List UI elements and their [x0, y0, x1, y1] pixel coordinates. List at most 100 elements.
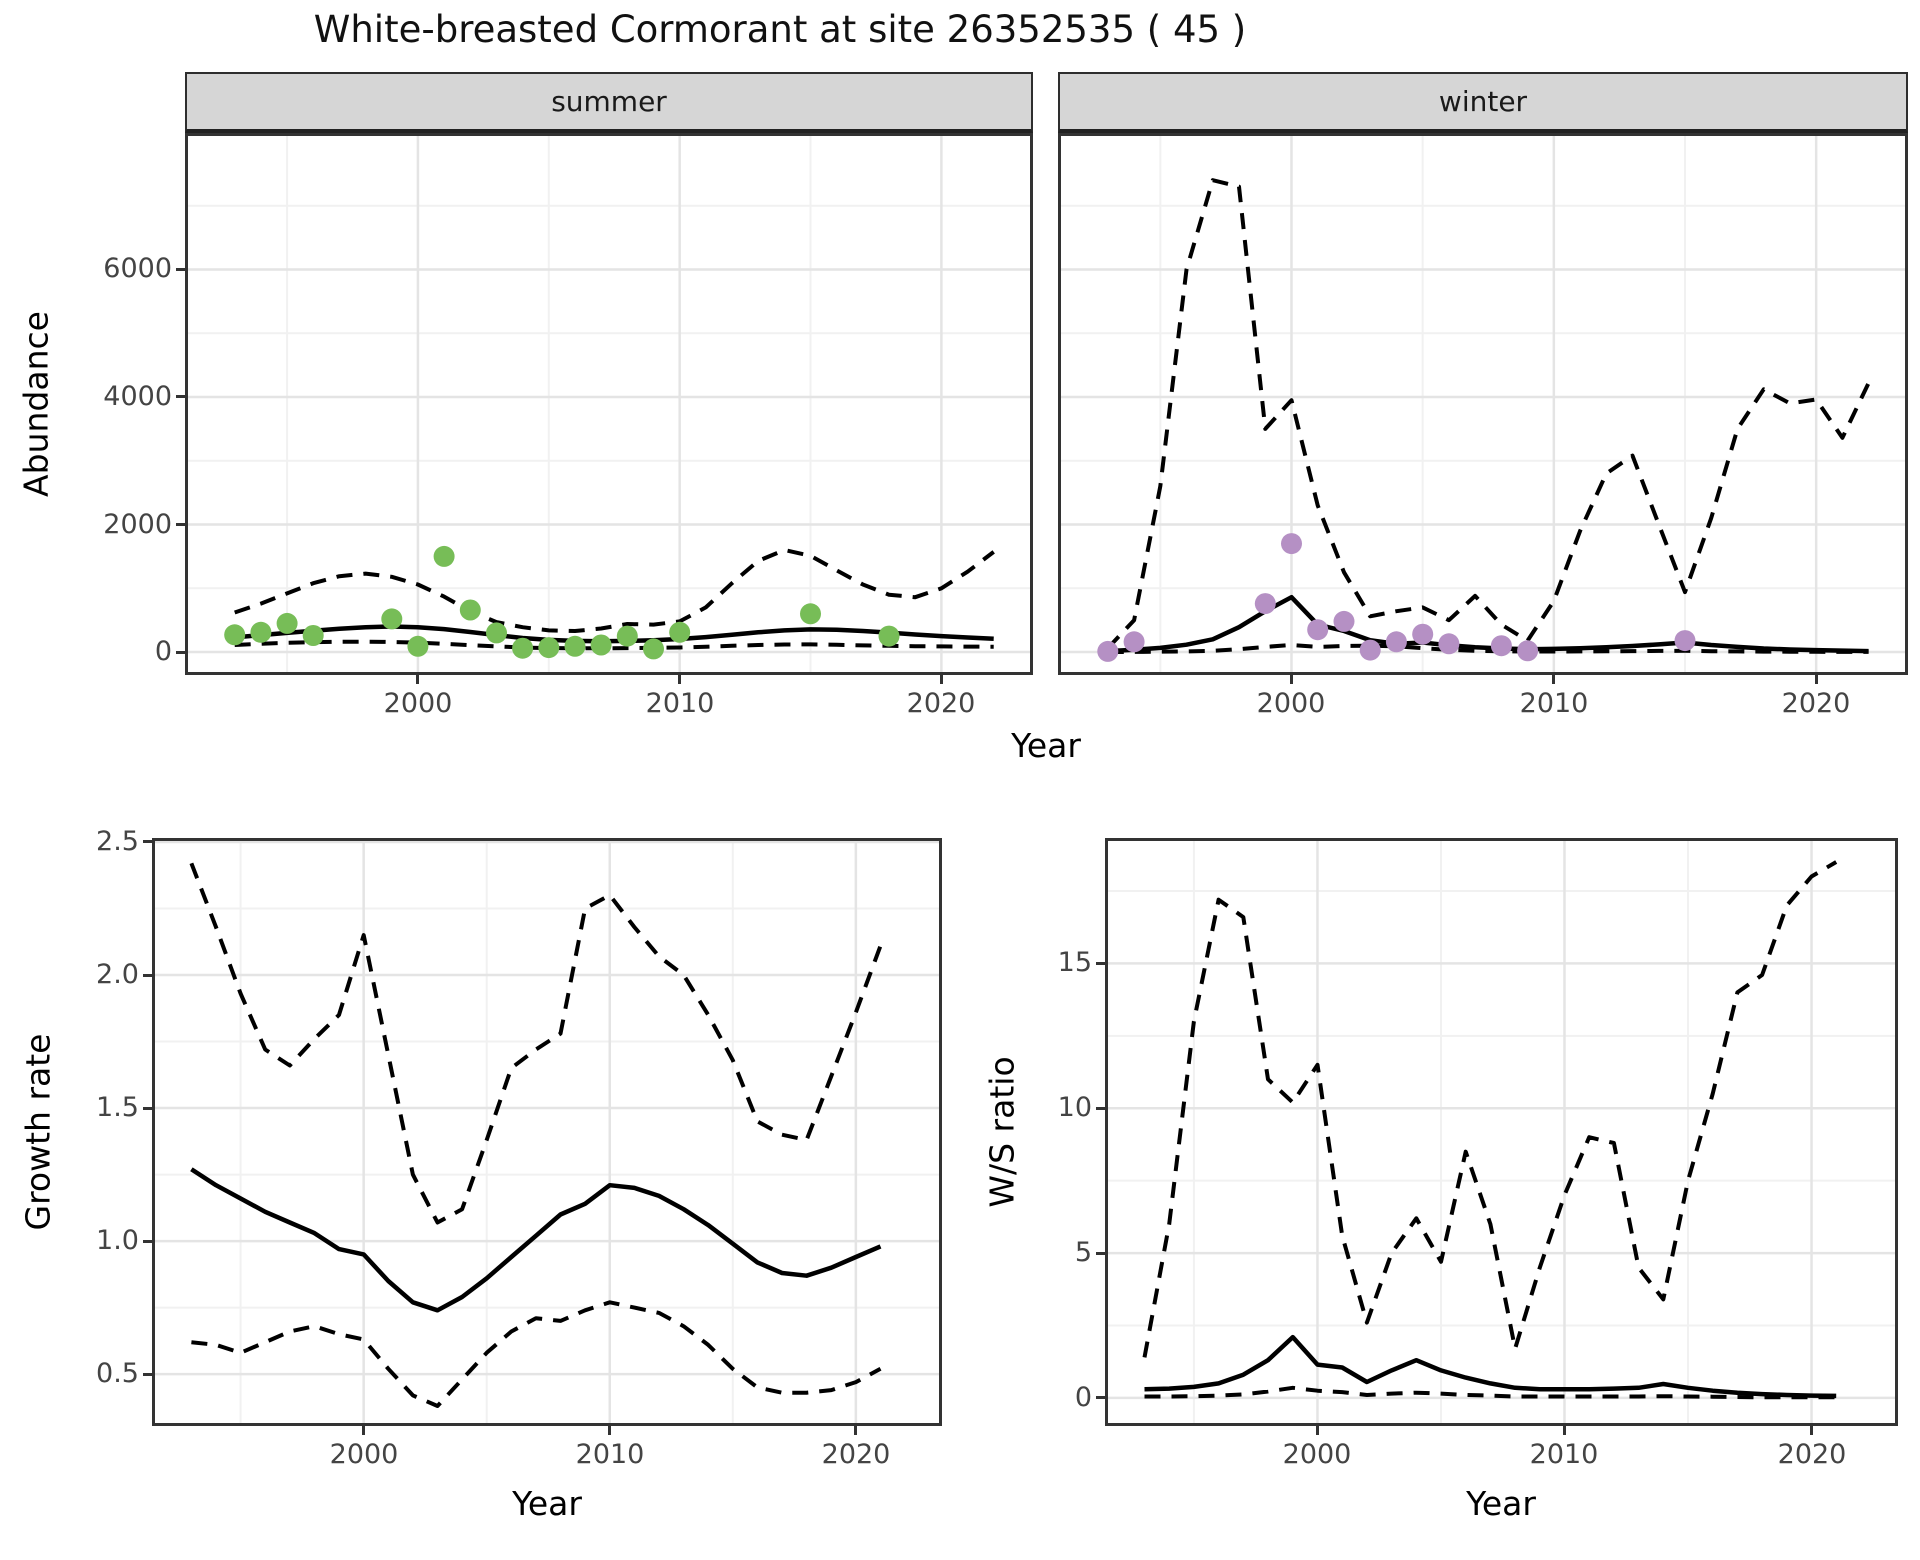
y-tick-label: 10	[1057, 1092, 1092, 1123]
x-tick-label: 2000	[383, 688, 453, 719]
x-tick-label: 2000	[329, 1439, 399, 1470]
x-tick-mark	[1815, 675, 1818, 684]
y-tick-mark	[1096, 1252, 1105, 1255]
x-tick-mark	[940, 675, 943, 684]
y-tick-mark	[176, 268, 185, 271]
fit-line	[1107, 594, 1869, 654]
y-tick-label: 2000	[103, 509, 172, 540]
y-tick-label: 6000	[103, 253, 172, 284]
summer-point	[878, 625, 900, 647]
summer-point	[800, 603, 821, 625]
x-tick-label: 2010	[1519, 688, 1589, 719]
fit-line	[1144, 1334, 1837, 1399]
gridlines-major	[152, 838, 942, 1426]
x-axis-title-year-growth: Year	[512, 1484, 582, 1523]
y-tick-label: 4000	[103, 381, 172, 412]
y-tick-mark	[143, 840, 152, 843]
x-tick-mark	[678, 675, 681, 684]
summer-point	[616, 625, 638, 647]
abundance-summer-panel	[185, 133, 1033, 675]
y-tick-mark	[1096, 962, 1105, 965]
summer-point	[643, 638, 664, 660]
x-axis-title-year-top: Year	[1011, 726, 1081, 765]
summer-point	[250, 621, 272, 643]
panel-border	[152, 838, 942, 1426]
facet-strip-winter: winter	[1058, 72, 1908, 133]
y-tick-label: 1.5	[96, 1092, 139, 1123]
x-tick-mark	[1810, 1426, 1813, 1435]
winter-point	[1307, 619, 1329, 641]
gridlines-minor	[1105, 838, 1898, 1426]
facet-label-summer: summer	[551, 85, 667, 118]
gridlines-major	[185, 133, 1033, 675]
x-tick-mark	[416, 675, 419, 684]
y-tick-mark	[176, 523, 185, 526]
winter-point	[1254, 593, 1276, 615]
summer-point	[512, 637, 534, 659]
y-axis-title-abundance: Abundance	[16, 311, 56, 497]
y-tick-label: 2.0	[96, 959, 139, 990]
winter-point	[1385, 631, 1407, 653]
x-tick-label: 2020	[821, 1439, 891, 1470]
y-tick-label: 1.0	[96, 1225, 139, 1256]
y-tick-mark	[143, 1107, 152, 1110]
panel-border	[1105, 838, 1898, 1426]
summer-point	[564, 635, 586, 657]
x-axis-title-year-ws: Year	[1466, 1484, 1536, 1523]
winter-point	[1359, 639, 1381, 661]
x-tick-label: 2020	[1777, 1439, 1847, 1470]
abundance-winter-panel	[1058, 133, 1908, 675]
growth-rate-panel	[152, 838, 942, 1426]
ci-lower-line	[1144, 1385, 1837, 1400]
summer-point	[459, 599, 481, 621]
summer-point	[302, 625, 324, 646]
gridlines-minor	[185, 133, 1033, 675]
x-tick-label: 2000	[1256, 688, 1326, 719]
summer-point	[669, 621, 691, 643]
x-tick-label: 2020	[1781, 688, 1851, 719]
y-tick-label: 5	[1074, 1237, 1092, 1268]
ws-ratio-panel	[1105, 838, 1898, 1426]
summer-point	[538, 637, 560, 659]
x-tick-label: 2010	[1529, 1439, 1599, 1470]
summer-point	[433, 545, 455, 567]
ci-upper-line	[234, 548, 995, 633]
fit-line	[190, 1167, 882, 1313]
ci-upper-line	[189, 862, 883, 1225]
winter-point	[1123, 631, 1145, 653]
panel-border	[1058, 133, 1908, 675]
y-tick-label: 15	[1057, 947, 1092, 978]
x-tick-mark	[1316, 1426, 1319, 1435]
y-tick-mark	[176, 651, 185, 654]
observation-points	[224, 545, 900, 660]
y-tick-mark	[1096, 1107, 1105, 1110]
ci-lower-line	[1107, 643, 1869, 654]
x-tick-mark	[1290, 675, 1293, 684]
y-tick-mark	[176, 395, 185, 398]
winter-point	[1490, 635, 1512, 657]
y-tick-label: 0	[1074, 1382, 1092, 1413]
gridlines-major	[1105, 838, 1898, 1426]
x-tick-mark	[1563, 1426, 1566, 1435]
x-tick-mark	[1552, 675, 1555, 684]
ci-lower-line	[191, 1300, 882, 1408]
y-axis-title-ws-ratio: W/S ratio	[982, 1056, 1022, 1208]
facet-strip-summer: summer	[185, 72, 1033, 133]
winter-point	[1517, 640, 1539, 662]
y-tick-mark	[143, 1240, 152, 1243]
winter-point	[1674, 630, 1696, 652]
summer-point	[224, 624, 246, 646]
winter-point	[1281, 533, 1302, 555]
winter-point	[1333, 610, 1355, 632]
y-tick-mark	[1096, 1396, 1105, 1399]
summer-point	[407, 635, 429, 657]
ci-lower-line	[234, 639, 994, 651]
x-tick-label: 2000	[1282, 1439, 1352, 1470]
x-tick-label: 2010	[575, 1439, 645, 1470]
ci-upper-line	[1142, 860, 1838, 1358]
panel-border	[185, 133, 1033, 675]
fit-line	[234, 624, 994, 644]
y-tick-mark	[143, 974, 152, 977]
x-tick-label: 2020	[906, 688, 976, 719]
x-tick-mark	[854, 1426, 857, 1435]
